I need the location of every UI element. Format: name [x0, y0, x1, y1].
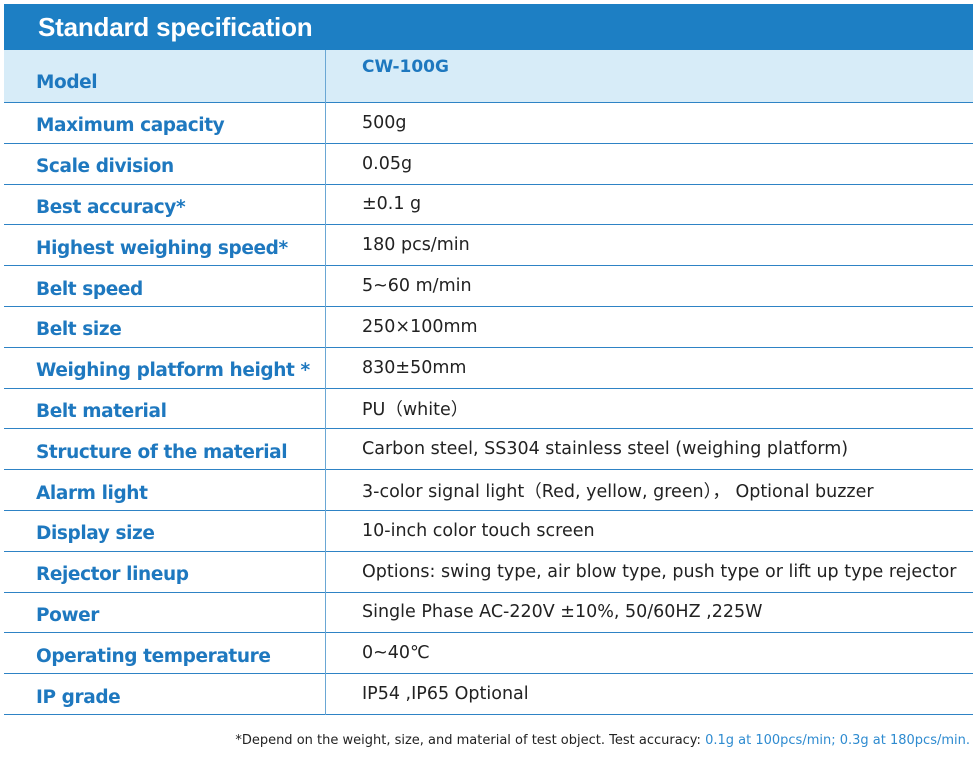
spec-label: Structure of the material [36, 441, 288, 463]
spec-row-alarm-light: Alarm light 3-color signal light（Red, ye… [4, 470, 973, 511]
spec-label: Alarm light [36, 482, 148, 504]
spec-row-best-accuracy: Best accuracy* ±0.1 g [4, 185, 973, 226]
spec-label: Weighing platform height * [36, 360, 310, 382]
spec-value: 250×100mm [362, 316, 478, 337]
spec-label: Model [36, 71, 98, 93]
spec-value: 500g [362, 112, 407, 133]
spec-label: Operating temperature [36, 645, 271, 667]
spec-value: 5~60 m/min [362, 276, 472, 297]
spec-label: Highest weighing speed* [36, 237, 288, 259]
spec-value: CW-100G [362, 57, 449, 77]
spec-label: Power [36, 604, 100, 626]
spec-value: PU（white） [362, 399, 469, 420]
spec-row-ip-grade: IP grade IP54 ,IP65 Optional [4, 674, 973, 715]
footnote-text: *Depend on the weight, size, and materia… [235, 733, 706, 748]
spec-header: Standard specification [4, 4, 973, 50]
spec-value: Carbon steel, SS304 stainless steel (wei… [362, 439, 849, 460]
spec-label: Display size [36, 523, 155, 545]
spec-value: IP54 ,IP65 Optional [362, 684, 529, 705]
spec-table: Model CW-100G Maximum capacity 500g Scal… [4, 50, 973, 715]
spec-value: ±0.1 g [362, 194, 422, 215]
spec-row-structure: Structure of the material Carbon steel, … [4, 429, 973, 471]
spec-value: Single Phase AC-220V ±10%, 50/60HZ ,225W [362, 602, 763, 623]
spec-value: Options: swing type, air blow type, push… [362, 561, 957, 582]
spec-label: Belt material [36, 400, 167, 422]
spec-value: 0~40℃ [362, 643, 430, 664]
spec-label: Rejector lineup [36, 564, 189, 586]
spec-row-power: Power Single Phase AC-220V ±10%, 50/60HZ… [4, 593, 973, 634]
spec-value: 180 pcs/min [362, 235, 470, 256]
spec-row-display-size: Display size 10-inch color touch screen [4, 511, 973, 552]
spec-sheet: Standard specification Model CW-100G Max… [4, 4, 973, 715]
spec-value: 0.05g [362, 153, 413, 174]
spec-row-scale-division: Scale division 0.05g [4, 144, 973, 185]
spec-label: Best accuracy* [36, 196, 186, 218]
spec-row-weighing-speed: Highest weighing speed* 180 pcs/min [4, 225, 973, 267]
spec-row-rejector-lineup: Rejector lineup Options: swing type, air… [4, 552, 973, 593]
spec-row-belt-material: Belt material PU（white） [4, 389, 973, 430]
spec-value: 10-inch color touch screen [362, 520, 595, 541]
spec-label: Scale division [36, 156, 174, 178]
spec-row-maximum-capacity: Maximum capacity 500g [4, 103, 973, 144]
footnote: *Depend on the weight, size, and materia… [235, 733, 970, 748]
spec-row-model: Model CW-100G [4, 50, 973, 103]
spec-title: Standard specification [38, 11, 313, 42]
spec-row-operating-temperature: Operating temperature 0~40℃ [4, 633, 973, 675]
spec-label: IP grade [36, 686, 121, 708]
footnote-highlight: 0.1g at 100pcs/min; 0.3g at 180pcs/min. [705, 733, 970, 748]
spec-value: 830±50mm [362, 357, 467, 378]
spec-row-belt-size: Belt size 250×100mm [4, 307, 973, 348]
spec-label: Belt size [36, 319, 122, 341]
spec-value: 3-color signal light（Red, yellow, green）… [362, 481, 874, 502]
spec-row-belt-speed: Belt speed 5~60 m/min [4, 266, 973, 307]
spec-label: Belt speed [36, 278, 143, 300]
spec-label: Maximum capacity [36, 115, 225, 137]
spec-row-platform-height: Weighing platform height * 830±50mm [4, 348, 973, 389]
